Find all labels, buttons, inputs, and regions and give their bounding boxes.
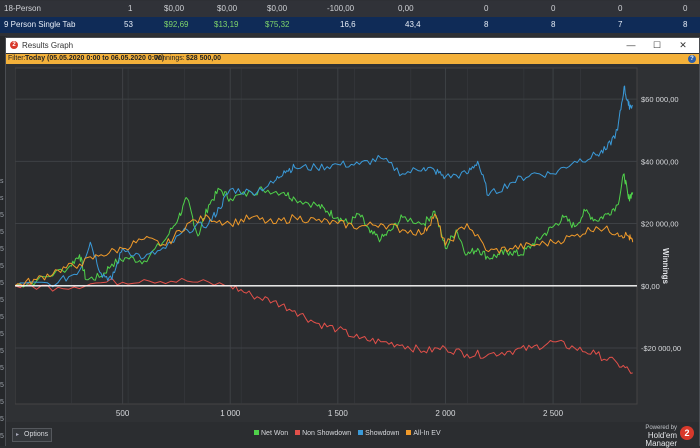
series-line-all-in-ev xyxy=(15,213,634,287)
x-tick-label: 2 000 xyxy=(435,409,456,418)
cell: $0,00 xyxy=(217,4,238,13)
cell: $13,19 xyxy=(214,20,239,29)
filter-value: Today (05.05.2020 0:00 to 06.05.2020 0:0… xyxy=(25,55,165,62)
cell: 43,4 xyxy=(405,20,421,29)
background-digit: 5 xyxy=(0,314,4,321)
cell: 8 xyxy=(683,20,688,29)
series-line-net-won xyxy=(15,173,634,288)
cell: 0 xyxy=(551,4,556,13)
options-button[interactable]: ▸ Options xyxy=(12,428,52,442)
winnings-label: Winnings: xyxy=(154,55,185,62)
legend-item[interactable]: Non Showdown xyxy=(295,430,351,437)
background-digit: 5 xyxy=(0,331,4,338)
app-logo-icon: 2 xyxy=(10,41,18,49)
minimize-button[interactable]: — xyxy=(626,40,636,50)
legend-item[interactable]: All-In EV xyxy=(406,430,441,437)
x-tick-label: 500 xyxy=(116,409,130,418)
cell-name: 18-Person xyxy=(4,4,41,13)
results-chart: 500 1 000 1 500 2 000 2 500 $60 000,00 $40 000… xyxy=(15,66,681,422)
legend-label: All-In EV xyxy=(413,430,441,437)
cell: 7 xyxy=(618,20,623,29)
brand-name: Hold'em Manager xyxy=(645,431,677,448)
cell: 16,6 xyxy=(340,20,356,29)
powered-by-text: Powered by xyxy=(645,425,677,431)
brand-text: Powered by Hold'em Manager xyxy=(622,424,677,448)
table-row[interactable]: 18-Person 1 $0,00 $0,00 $0,00 -100,00 0,… xyxy=(0,1,700,17)
table-row-selected[interactable]: 9 Person Single Tab 53 $92,69 $13,19 $75… xyxy=(0,17,700,33)
chart-legend: Net Won Non Showdown Showdown All-In EV xyxy=(254,430,448,437)
background-digit: s xyxy=(0,195,4,202)
cell: $75,32 xyxy=(265,20,290,29)
x-tick-label: 2 500 xyxy=(543,409,564,418)
background-digit: 5 xyxy=(0,212,4,219)
cell: 8 xyxy=(551,20,556,29)
legend-swatch xyxy=(254,430,259,435)
background-digit: 5 xyxy=(0,365,4,372)
window-titlebar[interactable]: 2 Results Graph — ☐ ✕ xyxy=(6,38,699,53)
y-tick-label: $40 000,00 xyxy=(641,157,679,166)
cell: 0 xyxy=(484,4,489,13)
background-digit: 5 xyxy=(0,433,4,440)
background-digit: 5 xyxy=(0,382,4,389)
plot-area xyxy=(15,67,638,405)
background-digit: 5 xyxy=(0,399,4,406)
background-digit: 5 xyxy=(0,280,4,287)
background-digit: 5 xyxy=(0,416,4,423)
results-graph-window: 2 Results Graph — ☐ ✕ Filter: Today (05.… xyxy=(5,37,700,448)
bottom-bar: ▸ Options Net Won Non Showdown Showdown All… xyxy=(6,422,699,448)
x-tick-label: 1 000 xyxy=(220,409,241,418)
legend-swatch xyxy=(295,430,301,435)
close-button[interactable]: ✕ xyxy=(679,40,687,50)
options-arrow-icon: ▸ xyxy=(16,432,20,438)
background-digit: 5 xyxy=(0,263,4,270)
background-digit: 5 xyxy=(0,348,4,355)
cell: 1 xyxy=(128,4,133,13)
legend-swatch xyxy=(358,430,364,435)
chart-svg: 500 1 000 1 500 2 000 2 500 $60 000,00 $40 000… xyxy=(15,67,681,422)
brand-logo-icon: 2 xyxy=(680,426,694,440)
background-digit: 5 xyxy=(0,246,4,253)
legend-item[interactable]: Showdown xyxy=(358,430,399,437)
legend-swatch xyxy=(406,430,412,435)
cell: $92,69 xyxy=(164,20,189,29)
filter-bar: Filter: Today (05.05.2020 0:00 to 06.05.… xyxy=(6,54,699,64)
background-digit: s xyxy=(0,178,4,185)
x-axis-title: Hands xyxy=(314,421,339,422)
x-tick-label: 1 500 xyxy=(328,409,349,418)
y-tick-label: $20 000,00 xyxy=(641,220,679,229)
background-digit: 5 xyxy=(0,297,4,304)
winnings-value: $28 500,00 xyxy=(186,55,222,62)
window-title: Results Graph xyxy=(22,41,74,50)
y-tick-label: $0,00 xyxy=(641,282,660,291)
cell: $0,00 xyxy=(164,4,185,13)
y-axis-title: Winnings xyxy=(661,248,670,284)
cell: $0,00 xyxy=(267,4,288,13)
background-digit: 5 xyxy=(0,229,4,236)
y-tick-label: $60 000,00 xyxy=(641,95,679,104)
background-left-strip: s s 5 5 5 5 5 5 5 5 5 5 5 5 5 5 xyxy=(0,36,7,446)
cell: 53 xyxy=(124,20,133,29)
cell: 8 xyxy=(484,20,489,29)
legend-label: Non Showdown xyxy=(302,430,352,437)
cell: 0,00 xyxy=(398,4,414,13)
maximize-button[interactable]: ☐ xyxy=(652,40,662,50)
cell-name: 9 Person Single Tab xyxy=(4,20,76,29)
cell: -100,00 xyxy=(327,4,355,13)
y-tick-label: -$20 000,00 xyxy=(641,344,681,353)
series-line-non-showdown xyxy=(15,277,633,374)
options-label: Options xyxy=(24,431,49,438)
help-icon[interactable]: ? xyxy=(688,55,696,63)
filter-label: Filter: xyxy=(8,55,26,62)
legend-item[interactable]: Net Won xyxy=(254,430,288,437)
legend-label: Net Won xyxy=(261,430,289,437)
cell: 0 xyxy=(683,4,688,13)
cell: 0 xyxy=(618,4,623,13)
stats-table: 18-Person 1 $0,00 $0,00 $0,00 -100,00 0,… xyxy=(0,0,700,36)
legend-label: Showdown xyxy=(365,430,400,437)
series-line-showdown xyxy=(15,85,633,288)
